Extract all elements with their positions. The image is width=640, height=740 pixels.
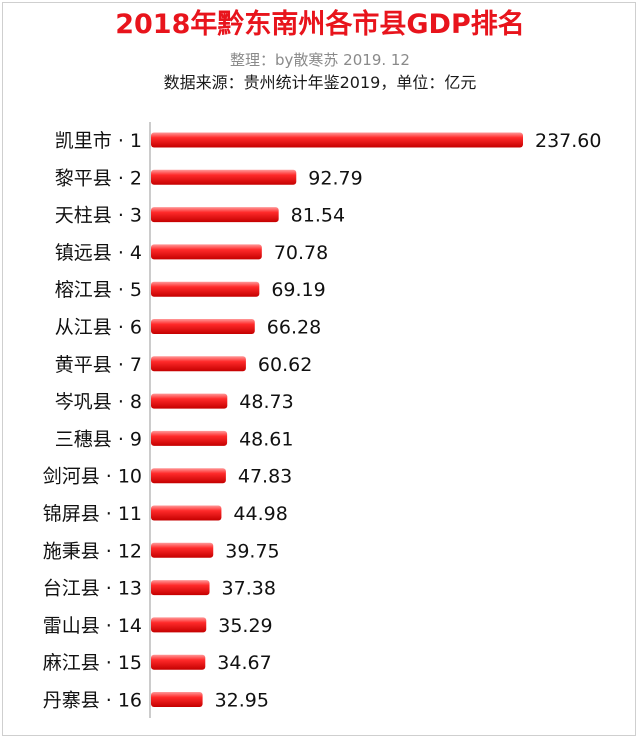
bar <box>151 356 246 372</box>
bar <box>151 207 279 223</box>
category-label: 麻江县 · 15 <box>43 652 142 674</box>
value-label: 44.98 <box>233 503 287 525</box>
value-label: 47.83 <box>238 466 292 488</box>
category-label: 三穗县 · 9 <box>55 428 142 450</box>
bar <box>151 580 210 596</box>
category-label: 雷山县 · 14 <box>43 615 142 637</box>
category-label: 榕江县 · 5 <box>55 279 142 301</box>
value-label: 237.60 <box>535 130 601 152</box>
category-label: 凯里市 · 1 <box>55 130 142 152</box>
value-label: 48.61 <box>239 428 293 450</box>
chart-credit: 整理：by散寒苏 2019. 12 <box>230 51 410 69</box>
value-label: 37.38 <box>222 578 276 600</box>
category-label: 剑河县 · 10 <box>43 466 142 488</box>
chart-source-note: 数据来源：贵州统计年鉴2019，单位：亿元 <box>163 73 477 92</box>
category-label: 黎平县 · 2 <box>55 167 142 189</box>
bar <box>151 244 262 260</box>
category-label: 台江县 · 13 <box>43 578 142 600</box>
bar <box>151 393 228 409</box>
value-label: 60.62 <box>258 354 312 376</box>
bar <box>151 430 228 446</box>
value-label: 39.75 <box>225 540 279 562</box>
category-label: 丹寨县 · 16 <box>43 690 142 712</box>
bar <box>151 654 206 670</box>
bar <box>151 281 260 297</box>
value-label: 34.67 <box>217 652 271 674</box>
category-label: 黄平县 · 7 <box>55 354 142 376</box>
bar <box>151 505 222 521</box>
value-label: 32.95 <box>215 690 269 712</box>
value-label: 66.28 <box>267 317 321 339</box>
value-label: 70.78 <box>274 242 328 264</box>
category-label: 锦屏县 · 11 <box>43 503 142 525</box>
category-label: 从江县 · 6 <box>55 317 142 339</box>
value-label: 81.54 <box>291 205 345 227</box>
value-label: 92.79 <box>308 167 362 189</box>
bar <box>151 542 214 558</box>
value-label: 48.73 <box>239 391 293 413</box>
value-label: 35.29 <box>218 615 272 637</box>
value-label: 69.19 <box>271 279 325 301</box>
bar <box>151 169 297 185</box>
category-label: 施秉县 · 12 <box>43 540 142 562</box>
bar <box>151 468 226 484</box>
category-label: 岑巩县 · 8 <box>55 391 142 413</box>
bar <box>151 692 203 707</box>
category-label: 天柱县 · 3 <box>55 205 142 227</box>
category-label: 镇远县 · 4 <box>55 242 142 264</box>
bar <box>151 132 523 148</box>
bar <box>151 617 207 633</box>
bar <box>151 319 255 334</box>
chart-title: 2018年黔东南州各市县GDP排名 <box>115 9 525 40</box>
